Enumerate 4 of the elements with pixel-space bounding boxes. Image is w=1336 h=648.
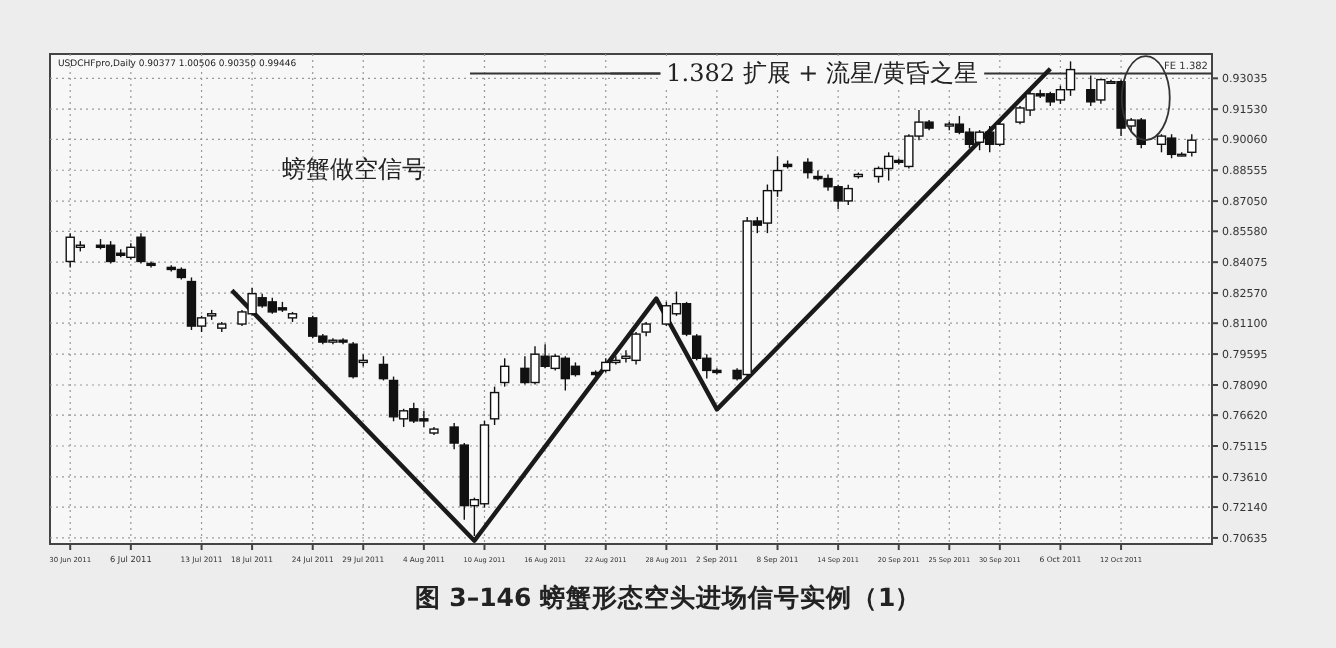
title: 图 3–146 螃蟹形态空头进场信号实例（1） — [414, 582, 922, 612]
annotation: 1.382 扩展 + 流星/黄昏之星 — [609, 59, 985, 88]
annotation: 1.382 扩展 + 流星/黄昏之星 — [666, 59, 979, 88]
annotation: 螃蟹做空信号 — [282, 154, 427, 183]
